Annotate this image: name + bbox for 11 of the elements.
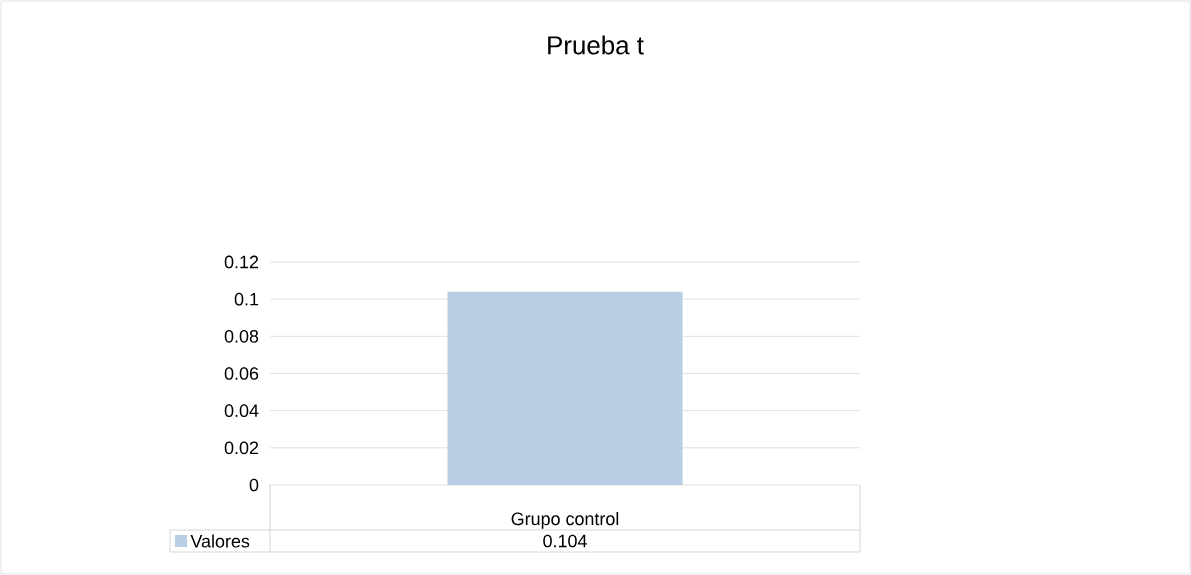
chart-title: Prueba t [548, 35, 644, 55]
y-tick-label: 0.12 [224, 255, 259, 269]
data-label: 0.104 [543, 534, 587, 548]
y-tick-label: 0 [249, 478, 259, 492]
legend-label: Valores [190, 534, 250, 548]
y-tick-label: 0.04 [224, 404, 259, 418]
x-tick-label: Grupo control [511, 512, 619, 529]
y-tick-label: 0.06 [224, 367, 259, 380]
y-tick-label: 0.1 [234, 292, 259, 306]
y-tick-label: 0.02 [224, 441, 259, 455]
y-tick-label: 0.08 [224, 329, 259, 343]
